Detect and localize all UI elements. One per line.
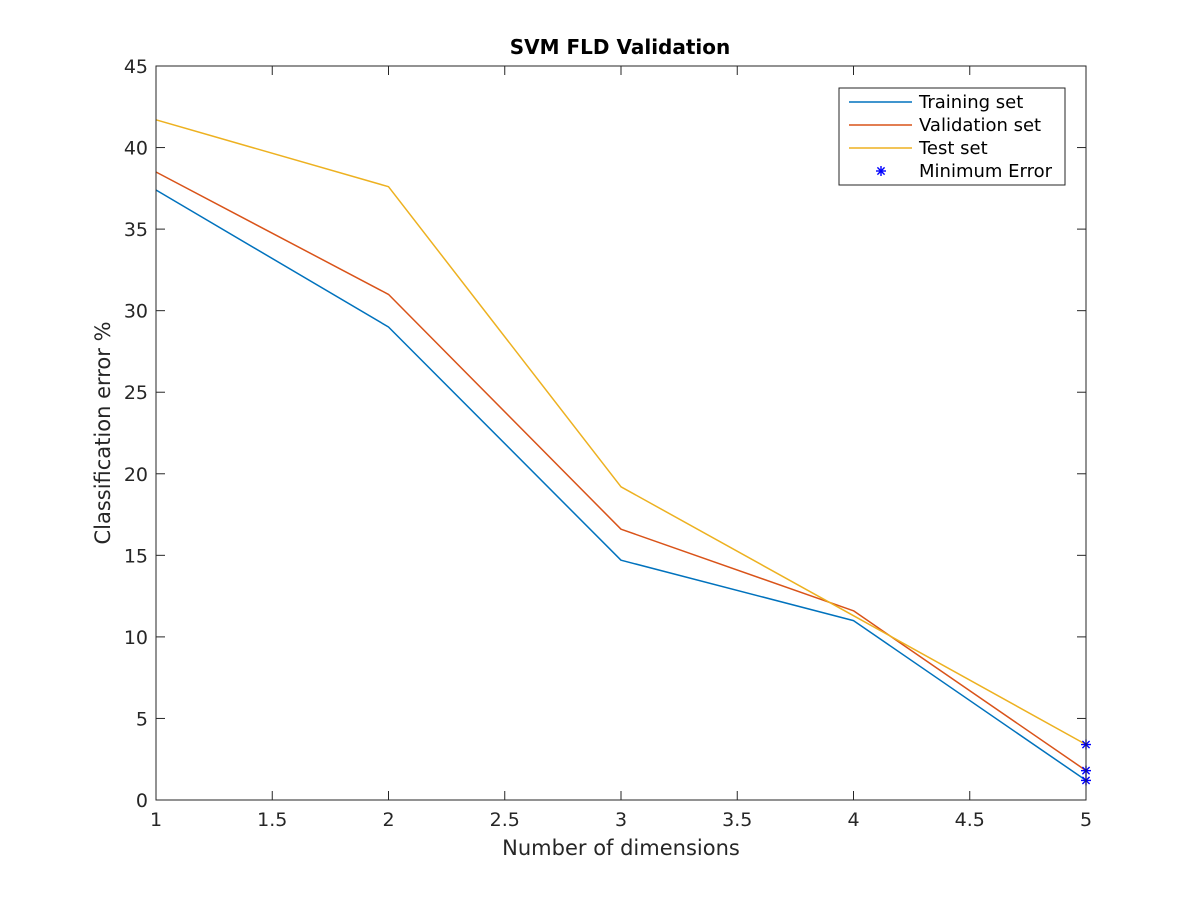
chart-title: SVM FLD Validation <box>510 35 731 59</box>
x-tick-label: 5 <box>1080 809 1092 831</box>
legend-marker-swatch <box>876 166 886 176</box>
y-tick-label: 20 <box>124 464 148 486</box>
legend-box <box>838 87 1066 186</box>
y-tick-label: 0 <box>136 790 148 812</box>
series-lines <box>155 119 1087 782</box>
y-tick-label: 15 <box>124 545 148 567</box>
legend-label: Test set <box>918 138 988 159</box>
x-tick-label: 2 <box>382 809 394 831</box>
legend-label: Validation set <box>919 115 1041 136</box>
x-tick-label: 3.5 <box>722 809 752 831</box>
y-tick-label: 25 <box>124 382 148 404</box>
axis-ticks: 1 1.5 2 2.5 3 3.5 4 4.5 5 0 5 10 15 20 25 30 35 40 45 <box>124 56 1092 831</box>
y-tick-label: 10 <box>124 627 148 649</box>
x-tick-label: 3 <box>615 809 627 831</box>
plot-area <box>156 66 1086 800</box>
series-line-training-set <box>155 189 1087 782</box>
x-tick-label: 4.5 <box>955 809 985 831</box>
series-line-test-set <box>155 119 1087 746</box>
legend-label: Minimum Error <box>919 161 1053 182</box>
y-axis-label: Classification error % <box>91 321 115 544</box>
y-tick-label: 5 <box>136 708 148 730</box>
x-tick-label: 1.5 <box>257 809 287 831</box>
series-line-validation-set <box>155 171 1087 772</box>
y-tick-label: 40 <box>124 138 148 160</box>
x-tick-label: 4 <box>847 809 859 831</box>
y-tick-label: 45 <box>124 56 148 78</box>
x-tick-label: 1 <box>150 809 162 831</box>
x-axis-label: Number of dimensions <box>502 836 740 860</box>
x-tick-label: 2.5 <box>490 809 520 831</box>
y-tick-label: 30 <box>124 301 148 323</box>
y-tick-label: 35 <box>124 219 148 241</box>
legend-label: Training set <box>918 92 1023 113</box>
